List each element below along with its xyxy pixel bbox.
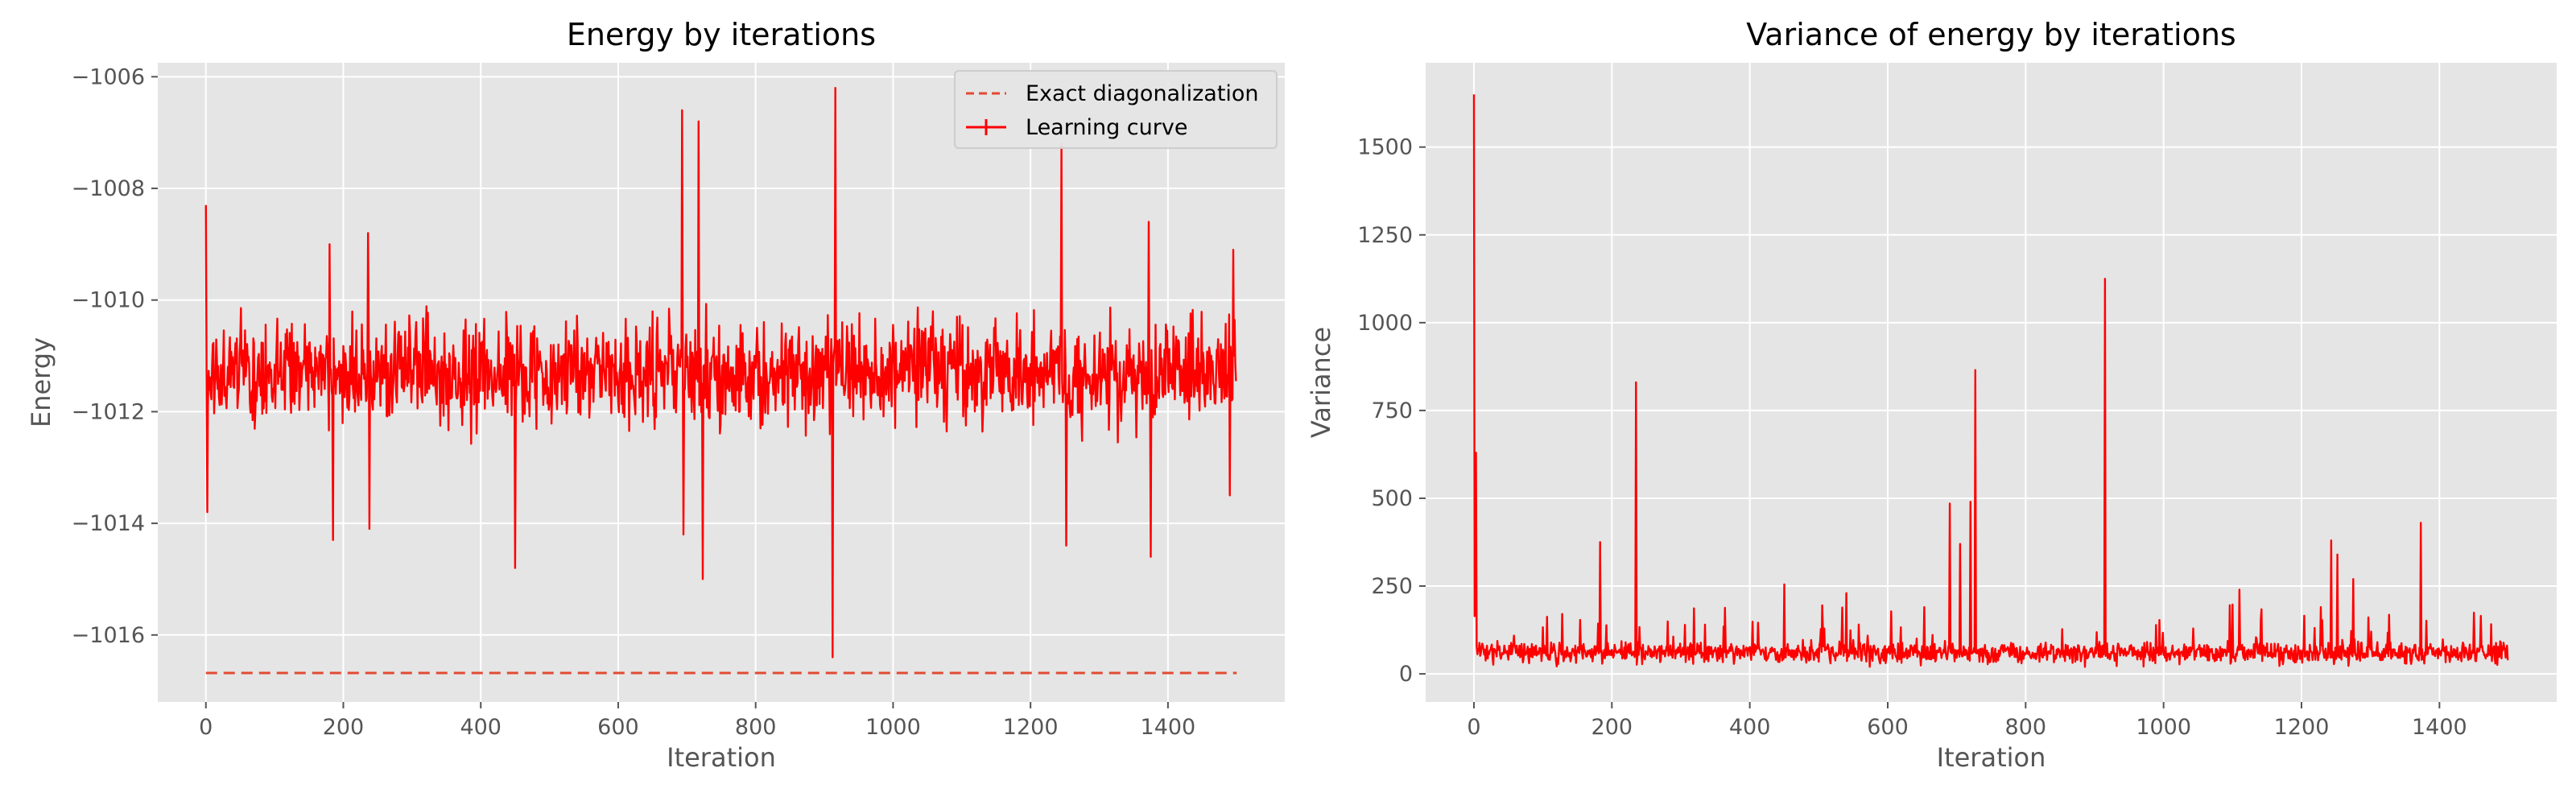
x-tick-label: 400	[460, 715, 502, 740]
y-tick-label: 0	[1399, 662, 1413, 687]
plot-area	[1426, 63, 2557, 702]
x-tick-label: 400	[1729, 715, 1771, 740]
y-tick-label: 250	[1371, 574, 1413, 599]
x-tick-label: 0	[1467, 715, 1480, 740]
x-tick-label: 1000	[2136, 715, 2191, 740]
x-tick-label: 1400	[2412, 715, 2467, 740]
x-tick-label: 200	[323, 715, 365, 740]
y-tick-label: −1014	[72, 511, 145, 536]
x-axis-label: Iteration	[667, 742, 776, 773]
x-tick-label: 200	[1591, 715, 1633, 740]
x-tick-label: 600	[597, 715, 639, 740]
y-tick-label: 750	[1371, 398, 1413, 423]
y-tick-label: −1016	[72, 623, 145, 648]
x-tick-label: 1000	[865, 715, 921, 740]
x-axis: 0 200 400 600 800 1000 1200 1400	[199, 702, 1195, 740]
x-tick-label: 600	[1867, 715, 1909, 740]
x-axis: 0 200 400 600 800 1000 1200 1400	[1467, 702, 2467, 740]
legend: Exact diagonalization Learning curve	[954, 70, 1278, 149]
legend-label: Exact diagonalization	[1026, 81, 1259, 106]
y-tick-label: −1010	[72, 288, 145, 313]
x-axis-label: Iteration	[1937, 742, 2046, 773]
chart-1: 0 200 400 600 800 1000 1200 1400 −1016 −1014 −1012…	[26, 17, 1285, 773]
y-tick-label: 1000	[1357, 311, 1413, 336]
x-tick-label: 1400	[1141, 715, 1196, 740]
x-tick-label: 1200	[2274, 715, 2330, 740]
legend-box	[954, 70, 1278, 149]
chart-title: Variance of energy by iterations	[1746, 17, 2235, 52]
y-tick-label: −1006	[72, 64, 145, 89]
chart-title: Energy by iterations	[567, 17, 876, 52]
y-tick-label: 500	[1371, 486, 1413, 511]
series-variance	[1472, 94, 2509, 668]
y-axis-label: Variance	[1306, 327, 1336, 438]
legend-label: Learning curve	[1026, 115, 1187, 140]
y-axis: −1016 −1014 −1012 −1010 −1008 −1006	[72, 64, 158, 648]
y-tick-label: −1008	[72, 176, 145, 201]
x-tick-label: 800	[2005, 715, 2047, 740]
y-tick-label: 1500	[1357, 135, 1413, 160]
x-tick-label: 0	[199, 715, 213, 740]
x-tick-label: 1200	[1003, 715, 1059, 740]
y-axis-label: Energy	[26, 337, 56, 427]
y-tick-label: 1250	[1357, 223, 1413, 248]
series-learning-curve	[204, 86, 1237, 658]
x-tick-label: 800	[735, 715, 777, 740]
chart-2: 0 200 400 600 800 1000 1200 1400 0 250 500 750 1000 1…	[1306, 17, 2557, 773]
y-tick-label: −1012	[72, 399, 145, 424]
y-axis: 0 250 500 750 1000 1250 1500	[1357, 135, 1426, 687]
